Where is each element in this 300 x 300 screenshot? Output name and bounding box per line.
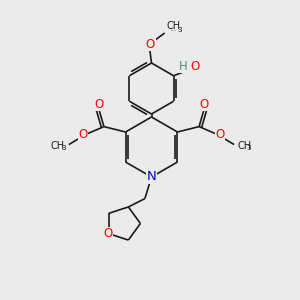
- Text: methoxy: methoxy: [171, 29, 177, 31]
- Text: O: O: [190, 60, 199, 73]
- Text: CH: CH: [238, 141, 252, 151]
- Text: O: O: [103, 227, 112, 240]
- Text: 3: 3: [177, 27, 182, 33]
- Text: CH: CH: [50, 141, 64, 151]
- Text: 3: 3: [62, 145, 66, 151]
- Text: N: N: [147, 170, 156, 184]
- Text: O: O: [94, 98, 103, 111]
- Text: O: O: [146, 38, 155, 51]
- Text: 3: 3: [247, 145, 251, 151]
- Text: O: O: [200, 98, 209, 111]
- Text: O: O: [78, 128, 88, 141]
- Text: CH: CH: [166, 21, 180, 31]
- Text: O: O: [215, 128, 225, 141]
- Text: H: H: [179, 60, 188, 73]
